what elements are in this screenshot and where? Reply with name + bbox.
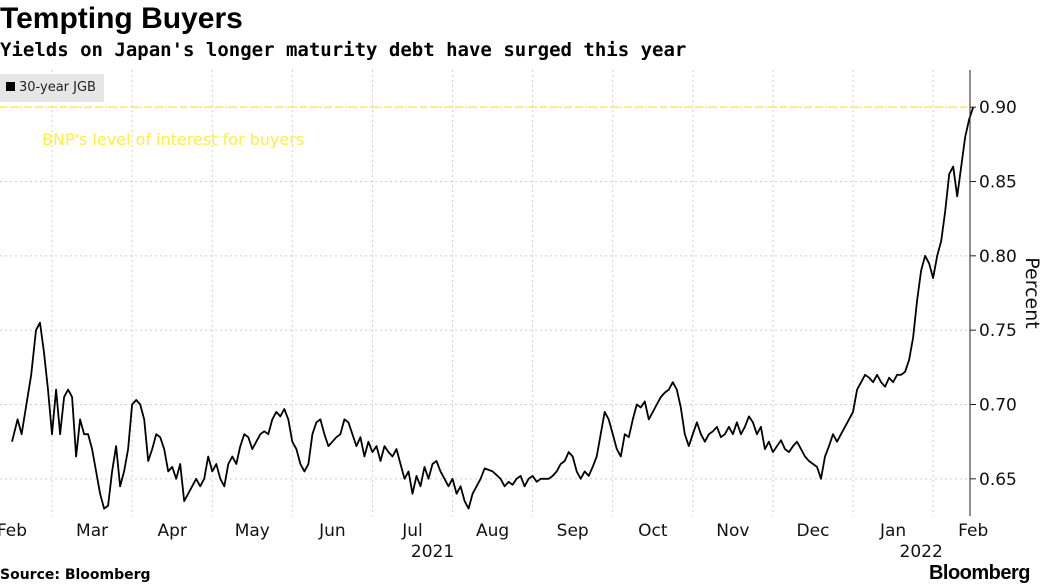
y-tick-label: 0.90	[979, 98, 1017, 118]
x-tick-label: Aug	[476, 521, 509, 541]
x-tick-label: Nov	[716, 521, 749, 541]
reference-line-label: BNP's level of interest for buyers	[42, 130, 304, 149]
x-tick-label: Dec	[797, 521, 830, 541]
y-tick-label: 0.80	[979, 247, 1017, 267]
x-tick-label: Sep	[557, 521, 589, 541]
x-tick-label: Feb	[958, 521, 988, 541]
y-tick-label: 0.65	[979, 470, 1017, 490]
x-tick-label: Apr	[157, 521, 186, 541]
legend-label: 30-year JGB	[19, 80, 96, 95]
legend-swatch	[6, 82, 15, 91]
chart-subtitle: Yields on Japan's longer maturity debt h…	[0, 39, 687, 61]
chart-title: Tempting Buyers	[0, 2, 243, 35]
bloomberg-logo: Bloomberg	[928, 562, 1031, 584]
x-year-label: 2021	[411, 542, 454, 562]
y-tick-label: 0.70	[979, 396, 1017, 416]
x-tick-label: Feb	[0, 521, 27, 541]
x-tick-label: Mar	[76, 521, 108, 541]
source-note: Source: Bloomberg	[0, 567, 151, 583]
legend: 30-year JGB	[0, 74, 104, 102]
x-tick-label: Jan	[879, 521, 906, 541]
y-tick-label: 0.75	[979, 321, 1017, 341]
x-year-label: 2022	[900, 542, 943, 562]
reference-layer: BNP's level of interest for buyers	[0, 106, 970, 149]
axis-layer: 0.65 0.70 0.75 0.80 0.85 0.90 Feb Mar Apr May Jun J…	[0, 70, 1017, 562]
x-tick-label: Jun	[318, 521, 346, 541]
y-axis-label: Percent	[1021, 257, 1040, 329]
x-tick-label: Oct	[638, 521, 668, 541]
x-tick-label: May	[235, 521, 270, 541]
series-layer	[11, 106, 975, 510]
y-tick-label: 0.85	[979, 173, 1017, 193]
x-tick-label: Jul	[401, 521, 423, 541]
series-line-30-year-jgb	[11, 106, 975, 510]
